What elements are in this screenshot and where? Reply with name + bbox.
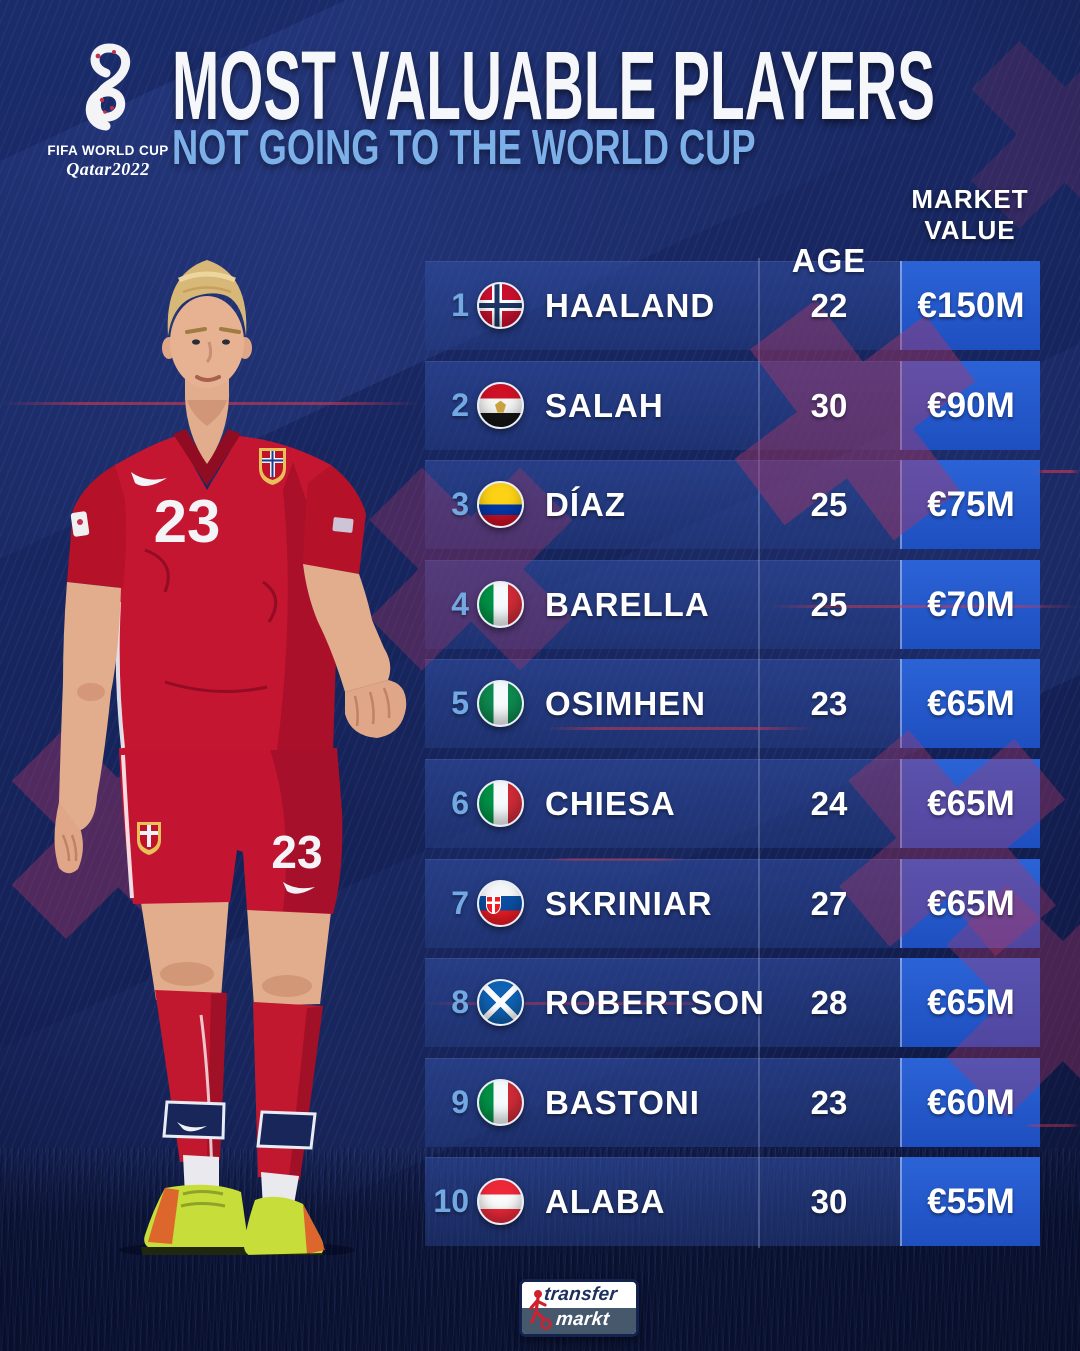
- jersey-number: 23: [154, 488, 221, 555]
- player-age: 27: [810, 884, 848, 922]
- table-row: 1 HAALAND 22 €150M: [425, 261, 1040, 350]
- player-name: HAALAND: [545, 287, 716, 324]
- table-row: 7 SKRINIAR 27 €65M: [425, 858, 1040, 948]
- table-row: 5 OSIMHEN 23 €65M: [425, 659, 1040, 749]
- shorts-number: 23: [271, 826, 322, 878]
- market-value: €65M: [927, 784, 1015, 823]
- player-age: 22: [810, 287, 848, 324]
- row-rank: 6: [451, 785, 469, 821]
- market-value: €90M: [927, 385, 1015, 425]
- transfermarkt-word-bottom: markt: [554, 1309, 611, 1330]
- market-value-cell: €70M: [900, 559, 1040, 649]
- player-age: 23: [810, 1083, 848, 1121]
- value-label: VALUE: [924, 215, 1016, 245]
- table-row: 6 CHIESA 24 €65M: [425, 759, 1040, 848]
- market-value-cell: €65M: [900, 759, 1040, 848]
- market-value-cell: €75M: [900, 460, 1040, 550]
- row-rank: 2: [451, 386, 469, 423]
- austria-flag: [477, 1178, 524, 1226]
- market-value-cell: €65M: [900, 659, 1040, 749]
- player-age: 25: [810, 486, 848, 524]
- market-value-cell: €90M: [900, 360, 1040, 450]
- age-column-divider-line: [758, 258, 760, 1248]
- column-header-market-value: MARKET VALUE: [888, 184, 1052, 246]
- player-name: ROBERTSON: [545, 984, 765, 1022]
- player-age: 28: [810, 984, 848, 1022]
- table-row: 10 ALABA 30 €55M: [425, 1157, 1040, 1247]
- fifa-logo-line2: Qatar2022: [66, 159, 150, 179]
- italy-flag: [477, 580, 524, 628]
- colombia-flag: [477, 481, 524, 529]
- row-rank: 3: [451, 486, 469, 523]
- player-age: 30: [810, 1183, 848, 1221]
- accent-line: [768, 605, 1080, 608]
- market-value: €65M: [927, 684, 1015, 724]
- flag-emblem: [495, 400, 506, 413]
- market-value: €60M: [927, 1082, 1015, 1122]
- transfermarkt-word-top: transfer: [542, 1284, 619, 1305]
- player-age: 24: [810, 785, 848, 822]
- row-rank: 1: [451, 287, 469, 323]
- market-label: MARKET: [911, 184, 1029, 214]
- italy-flag: [477, 780, 524, 827]
- market-value: €65M: [927, 883, 1015, 923]
- fifa-world-cup-logo: FIFA WORLD CUP Qatar2022: [46, 42, 170, 180]
- table-row: 9 BASTONI 23 €60M: [425, 1057, 1040, 1147]
- market-value-cell: €55M: [900, 1157, 1040, 1247]
- row-rank: 4: [451, 585, 469, 622]
- accent-line: [545, 727, 813, 730]
- player-name: BARELLA: [545, 585, 710, 623]
- qatar-2022-emblem-icon: [85, 43, 131, 131]
- accent-line: [1036, 470, 1080, 473]
- player-name: SKRINIAR: [545, 884, 713, 922]
- player-name: DÍAZ: [545, 486, 626, 524]
- fifa-logo-line1: FIFA WORLD CUP: [47, 143, 169, 158]
- table-row: 8 ROBERTSON 28 €65M: [425, 958, 1040, 1048]
- row-rank: 9: [451, 1083, 469, 1120]
- transfermarkt-kicker-icon: [529, 1290, 552, 1330]
- slovakia-flag: [477, 879, 524, 927]
- market-value: €55M: [927, 1182, 1015, 1222]
- market-value: €65M: [927, 983, 1015, 1023]
- player-name: SALAH: [545, 386, 664, 424]
- row-rank: 5: [451, 685, 469, 722]
- page-title: MOST VALUABLE PLAYERS: [172, 31, 935, 140]
- row-rank: 10: [433, 1183, 469, 1220]
- player-age: 23: [810, 685, 848, 723]
- transfermarkt-logo: transfer markt: [519, 1279, 639, 1337]
- scotland-flag: [477, 979, 524, 1027]
- norway-flag: [477, 282, 524, 329]
- table-row: 3 DÍAZ 25 €75M: [425, 460, 1040, 550]
- market-value: €75M: [927, 485, 1015, 525]
- player-name: ALABA: [545, 1183, 666, 1221]
- table-row: 2 SALAH 30 €90M: [425, 360, 1040, 450]
- market-value-cell: €65M: [900, 858, 1040, 948]
- player-name: OSIMHEN: [545, 685, 707, 723]
- egypt-flag: [477, 381, 524, 429]
- market-value-cell: €65M: [900, 958, 1040, 1048]
- italy-flag: [477, 1078, 524, 1126]
- market-value: €150M: [917, 286, 1025, 325]
- row-rank: 7: [451, 884, 469, 921]
- player-age: 30: [810, 386, 848, 424]
- market-value-cell: €150M: [900, 261, 1040, 350]
- nigeria-flag: [477, 680, 524, 728]
- table-row: 4 BARELLA 25 €70M: [425, 559, 1040, 649]
- column-header-age: AGE: [791, 242, 867, 279]
- flag-emblem: [486, 895, 501, 914]
- market-value: €70M: [927, 584, 1015, 624]
- accent-line: [1024, 1124, 1080, 1127]
- player-name: BASTONI: [545, 1083, 700, 1121]
- haaland-player-photo: 23 23: [54, 260, 407, 1255]
- page-subtitle: NOT GOING TO THE WORLD CUP: [172, 121, 756, 175]
- player-name: CHIESA: [545, 785, 676, 822]
- accent-line: [425, 1002, 725, 1005]
- accent-line: [545, 858, 685, 861]
- row-rank: 8: [451, 984, 469, 1021]
- player-age: 25: [810, 585, 848, 623]
- market-value-cell: €60M: [900, 1057, 1040, 1147]
- table-rows: 1 HAALAND 22 €150M 2 SALAH 30 €90M 3 DÍA…: [425, 261, 1040, 1251]
